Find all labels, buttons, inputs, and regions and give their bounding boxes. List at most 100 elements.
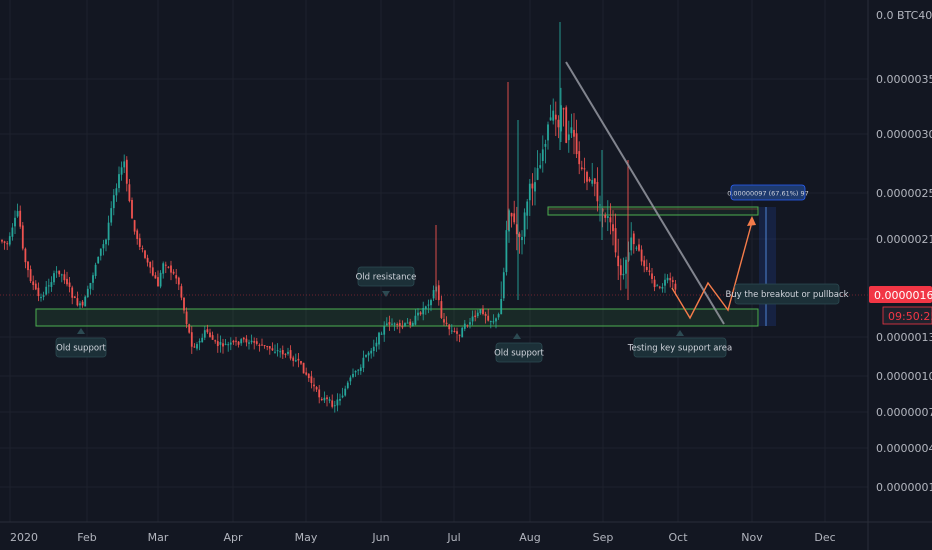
candle-203 (528, 179, 531, 216)
candle-body-100 (261, 344, 263, 346)
candle-body-84 (219, 342, 222, 345)
candle-44 (115, 183, 118, 202)
candle-body-176 (458, 334, 461, 336)
candle-body-243 (632, 233, 635, 245)
candle-body-109 (284, 353, 287, 355)
candle-230 (599, 195, 601, 222)
candle-39 (102, 239, 105, 256)
candle-82 (214, 339, 217, 344)
candle-168 (437, 280, 440, 306)
candle-242 (630, 222, 633, 256)
candle-body-40 (105, 239, 107, 245)
candle-5 (14, 210, 16, 234)
candle-body-255 (664, 279, 666, 286)
candle-body-49 (128, 184, 131, 202)
candle-body-22 (58, 270, 61, 275)
candle-body-5 (14, 217, 16, 227)
candle-256 (666, 274, 669, 284)
candle-135 (352, 368, 354, 379)
candle-201 (523, 208, 526, 245)
candle-body-130 (339, 398, 341, 401)
note-box-testing-support (633, 337, 727, 358)
candle-body-210 (547, 124, 549, 141)
candle-body-156 (406, 322, 409, 324)
candle-body-124 (323, 397, 326, 401)
candle-113 (294, 353, 297, 363)
candle-114 (297, 353, 300, 368)
candle-127 (331, 394, 334, 409)
candle-body-193 (502, 272, 505, 299)
candle-93 (242, 336, 245, 343)
candle-146 (380, 331, 383, 335)
candle-body-103 (268, 346, 271, 349)
candle-0 (1, 239, 3, 244)
candle-197 (513, 200, 516, 225)
candle-body-35 (92, 275, 94, 283)
candle-body-229 (596, 181, 599, 202)
note-old-support-2: Old support (494, 333, 545, 363)
candle-body-81 (211, 335, 214, 340)
candle-85 (222, 338, 224, 354)
candle-body-77 (201, 337, 204, 343)
candle-body-234 (609, 217, 612, 223)
candle-120 (313, 377, 315, 392)
candle-body-42 (110, 208, 113, 223)
candle-body-241 (627, 252, 630, 261)
note-arrow-testing-support (676, 330, 684, 336)
candle-12 (32, 275, 35, 291)
candle-body-212 (552, 110, 555, 121)
candle-102 (266, 345, 269, 351)
note-old-resistance: Old resistance (356, 266, 416, 297)
candle-54 (141, 245, 144, 253)
candle-body-168 (437, 285, 440, 301)
candle-37 (97, 256, 100, 264)
candle-236 (614, 213, 617, 258)
candle-207 (539, 153, 542, 170)
candle-body-41 (107, 222, 110, 241)
candle-60 (157, 270, 159, 287)
note-text-old-support-1: Old support (56, 344, 106, 354)
x-tick-label-Oct: Oct (668, 531, 688, 544)
candle-97 (253, 337, 256, 350)
candle-141 (367, 351, 370, 362)
candle-214 (557, 115, 560, 139)
candle-155 (404, 322, 406, 328)
candle-130 (339, 393, 341, 406)
candle-153 (398, 319, 401, 334)
candle-94 (245, 335, 248, 347)
candle-186 (484, 311, 487, 324)
support-zones (35, 206, 759, 327)
candle-56 (146, 254, 149, 267)
candle-226 (588, 176, 591, 183)
candle-body-16 (42, 295, 45, 297)
candle-body-164 (427, 304, 430, 306)
candle-257 (669, 272, 672, 288)
candle-161 (419, 311, 422, 316)
y-tick-label-8: 0.00000010 (876, 481, 932, 494)
candle-body-46 (120, 167, 123, 175)
annotations: Old support Old resistance Old support Test… (55, 184, 849, 363)
candle-112 (292, 355, 295, 367)
candle-246 (640, 245, 643, 266)
candle-body-72 (188, 324, 191, 333)
candle-body-94 (245, 338, 248, 343)
candle-body-219 (570, 127, 573, 134)
candle-211 (549, 104, 552, 121)
candle-177 (461, 326, 464, 338)
candle-body-189 (492, 321, 495, 323)
candle-body-14 (37, 287, 40, 297)
candle-31 (81, 299, 84, 308)
candle-255 (664, 273, 666, 293)
candle-247 (643, 255, 646, 273)
candle-body-87 (227, 344, 230, 346)
y-tick-label-1: 0.00000300 (876, 128, 932, 141)
candle-body-207 (539, 165, 542, 168)
candle-body-188 (489, 321, 492, 323)
candle-body-121 (315, 387, 318, 390)
candle-148 (385, 317, 388, 327)
candle-body-80 (209, 332, 211, 337)
candle-body-184 (479, 309, 482, 314)
candle-body-18 (47, 285, 50, 287)
